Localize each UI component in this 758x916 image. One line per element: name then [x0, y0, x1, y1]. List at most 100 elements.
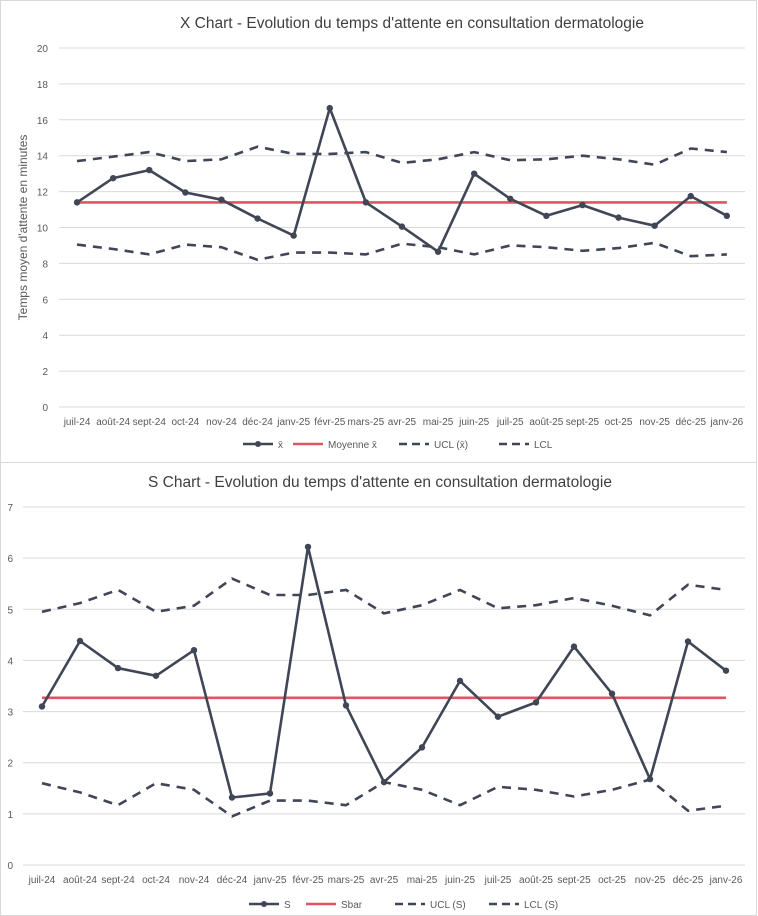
data-point-s: [722, 667, 730, 674]
x-tick-label: mars-25: [328, 875, 365, 886]
y-tick-label: 4: [42, 331, 48, 342]
data-point-x: [470, 170, 478, 177]
x-chart-panel: X Chart - Evolution du temps d'attente e…: [0, 0, 757, 463]
data-point-x: [507, 195, 514, 202]
data-point-s: [342, 702, 350, 709]
data-point-x: [326, 104, 333, 112]
x-tick-label: déc-25: [675, 417, 706, 428]
x-tick-label: déc-24: [217, 875, 248, 886]
y-tick-label: 8: [42, 259, 48, 270]
x-tick-label: avr-25: [388, 417, 417, 428]
x-tick-label: avr-25: [370, 875, 399, 886]
x-tick-label: déc-24: [242, 417, 273, 428]
x-tick-label: janv-26: [709, 875, 743, 886]
y-tick-label: 5: [7, 605, 13, 616]
x-tick-label: nov-25: [639, 417, 670, 428]
chart-title: S Chart - Evolution du temps d'attente e…: [148, 474, 612, 491]
x-tick-label: juil-24: [28, 875, 56, 886]
x-tick-label: janv-25: [276, 417, 310, 428]
data-point-s: [266, 790, 274, 797]
x-tick-label: sept-25: [566, 417, 600, 428]
series-line-ucl-x: [76, 145, 728, 166]
data-point-s: [608, 690, 616, 697]
series-line-s: [40, 545, 727, 799]
y-tick-label: 2: [42, 367, 48, 378]
x-tick-label: août-25: [529, 417, 563, 428]
data-point-s: [38, 703, 46, 710]
data-point-s: [646, 775, 654, 783]
y-tick-label: 0: [7, 861, 13, 872]
y-tick-label: 6: [42, 295, 48, 306]
legend-marker: [261, 901, 267, 907]
y-tick-label: 10: [37, 224, 49, 235]
y-tick-label: 0: [42, 403, 48, 414]
data-point-x: [146, 166, 153, 174]
legend-label: x̄: [278, 440, 283, 451]
data-point-x: [651, 222, 658, 229]
legend-item: LCL: [499, 440, 553, 451]
data-point-s: [418, 744, 426, 751]
legend-label: LCL: [534, 440, 553, 451]
x-tick-label: mai-25: [407, 875, 438, 886]
x-tick-label: nov-24: [179, 875, 210, 886]
data-point-s: [76, 637, 84, 645]
x-tick-label: déc-25: [673, 875, 704, 886]
data-point-s: [684, 638, 692, 645]
data-point-s: [228, 794, 236, 801]
x-tick-label: juin-25: [458, 417, 489, 428]
data-point-x: [254, 215, 261, 222]
x-tick-label: oct-25: [598, 875, 626, 886]
y-tick-label: 18: [37, 80, 49, 91]
series-line-lcl: [76, 241, 727, 262]
y-tick-label: 12: [37, 188, 49, 199]
legend-label: LCL (S): [524, 900, 558, 911]
legend-label: UCL (S): [430, 900, 466, 911]
data-point-s: [190, 647, 198, 654]
y-tick-label: 3: [7, 708, 13, 719]
legend-item: x̄: [243, 440, 283, 451]
x-tick-label: mai-25: [423, 417, 454, 428]
y-axis-label: Temps moyen d'attente en minutes: [16, 135, 30, 321]
data-point-s: [532, 699, 540, 706]
y-tick-label: 1: [7, 810, 13, 821]
x-tick-label: janv-26: [709, 417, 743, 428]
data-point-x: [579, 201, 586, 209]
x-tick-label: oct-25: [605, 417, 633, 428]
y-tick-label: 6: [7, 554, 13, 565]
data-point-x: [109, 174, 117, 182]
chart-title: X Chart - Evolution du temps d'attente e…: [180, 15, 644, 32]
legend-marker: [255, 441, 261, 447]
x-tick-label: sept-24: [133, 417, 167, 428]
x-tick-label: nov-25: [635, 875, 666, 886]
x-tick-label: juil-25: [484, 875, 512, 886]
data-point-s: [304, 543, 312, 551]
x-tick-label: nov-24: [206, 417, 237, 428]
y-tick-label: 7: [7, 503, 13, 514]
legend-item: UCL (S): [395, 900, 466, 911]
data-point-x: [362, 199, 370, 206]
legend-item: LCL (S): [489, 900, 558, 911]
legend-label: S: [284, 900, 291, 911]
legend-item: UCL (x̄): [399, 440, 468, 451]
data-point-x: [543, 212, 550, 220]
y-tick-label: 4: [7, 656, 13, 667]
data-point-x: [290, 232, 297, 239]
y-tick-label: 16: [37, 116, 49, 127]
x-tick-label: oct-24: [171, 417, 199, 428]
legend-item: S: [249, 900, 291, 911]
x-tick-label: févr-25: [292, 875, 324, 886]
data-point-s: [494, 713, 502, 720]
x-tick-label: sept-24: [101, 875, 135, 886]
data-point-x: [723, 212, 731, 220]
legend-item: Moyenne x̄: [293, 440, 377, 451]
x-tick-label: janv-25: [253, 875, 287, 886]
data-point-s: [456, 677, 464, 685]
data-point-x: [687, 192, 694, 200]
x-tick-label: sept-25: [557, 875, 591, 886]
x-tick-label: août-24: [63, 875, 97, 886]
data-point-s: [380, 778, 388, 786]
data-point-s: [152, 672, 160, 679]
data-point-x: [434, 248, 442, 255]
data-point-x: [615, 214, 622, 221]
data-point-x: [398, 223, 406, 230]
